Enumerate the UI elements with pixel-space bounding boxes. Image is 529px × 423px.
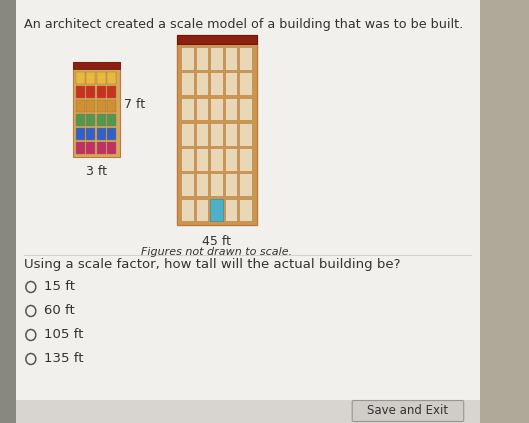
Bar bbox=[107, 72, 116, 84]
Bar bbox=[181, 72, 194, 95]
Bar bbox=[211, 123, 223, 146]
Bar bbox=[196, 199, 208, 222]
Bar bbox=[181, 148, 194, 171]
Bar bbox=[97, 86, 106, 98]
Bar bbox=[86, 142, 95, 154]
Bar bbox=[97, 142, 106, 154]
Bar bbox=[76, 86, 85, 98]
Bar bbox=[97, 114, 106, 126]
Text: 3 ft: 3 ft bbox=[86, 165, 107, 178]
Bar bbox=[97, 128, 106, 140]
Bar bbox=[86, 114, 95, 126]
Text: An architect created a scale model of a building that was to be built.: An architect created a scale model of a … bbox=[24, 18, 463, 31]
Bar bbox=[181, 173, 194, 196]
Bar bbox=[239, 148, 252, 171]
Bar bbox=[97, 72, 106, 84]
Bar bbox=[225, 148, 237, 171]
Text: 105 ft: 105 ft bbox=[43, 329, 83, 341]
Bar bbox=[196, 98, 208, 121]
Bar bbox=[107, 128, 116, 140]
Bar bbox=[107, 100, 116, 112]
Text: 7 ft: 7 ft bbox=[124, 98, 145, 111]
Bar bbox=[225, 72, 237, 95]
Bar bbox=[97, 100, 106, 112]
Bar bbox=[211, 173, 223, 196]
Text: 135 ft: 135 ft bbox=[43, 352, 83, 365]
Bar bbox=[86, 86, 95, 98]
Bar bbox=[0, 0, 16, 423]
Bar bbox=[177, 35, 257, 225]
Text: 60 ft: 60 ft bbox=[43, 305, 74, 318]
Bar bbox=[239, 123, 252, 146]
Bar bbox=[107, 86, 116, 98]
Bar bbox=[225, 123, 237, 146]
Bar bbox=[181, 123, 194, 146]
Bar bbox=[86, 100, 95, 112]
Bar bbox=[177, 35, 257, 44]
Bar bbox=[16, 400, 480, 423]
Bar bbox=[239, 72, 252, 95]
Text: Using a scale factor, how tall will the actual building be?: Using a scale factor, how tall will the … bbox=[24, 258, 400, 271]
Bar bbox=[196, 123, 208, 146]
Bar bbox=[86, 128, 95, 140]
Bar bbox=[196, 173, 208, 196]
Bar bbox=[181, 98, 194, 121]
Bar bbox=[181, 47, 194, 70]
Text: Figures not drawn to scale.: Figures not drawn to scale. bbox=[141, 247, 292, 257]
Bar bbox=[211, 72, 223, 95]
Bar bbox=[211, 148, 223, 171]
FancyBboxPatch shape bbox=[352, 401, 464, 421]
Bar bbox=[211, 199, 223, 222]
Bar bbox=[239, 47, 252, 70]
Text: 15 ft: 15 ft bbox=[43, 280, 75, 294]
Bar bbox=[225, 173, 237, 196]
Bar bbox=[225, 98, 237, 121]
Bar bbox=[225, 47, 237, 70]
Bar bbox=[107, 114, 116, 126]
Bar bbox=[211, 47, 223, 70]
Bar bbox=[239, 98, 252, 121]
Bar bbox=[76, 114, 85, 126]
Bar bbox=[211, 98, 223, 121]
Bar bbox=[72, 62, 120, 69]
Bar bbox=[239, 173, 252, 196]
Bar bbox=[76, 142, 85, 154]
Bar bbox=[196, 148, 208, 171]
Bar bbox=[86, 72, 95, 84]
Bar bbox=[196, 47, 208, 70]
Bar bbox=[225, 199, 237, 222]
Bar bbox=[107, 142, 116, 154]
Bar bbox=[72, 62, 120, 157]
Bar bbox=[76, 128, 85, 140]
Bar bbox=[196, 72, 208, 95]
Text: 45 ft: 45 ft bbox=[202, 235, 231, 248]
Bar bbox=[76, 100, 85, 112]
Bar bbox=[76, 72, 85, 84]
Bar bbox=[239, 199, 252, 222]
Text: Save and Exit: Save and Exit bbox=[368, 404, 449, 418]
Bar bbox=[181, 199, 194, 222]
